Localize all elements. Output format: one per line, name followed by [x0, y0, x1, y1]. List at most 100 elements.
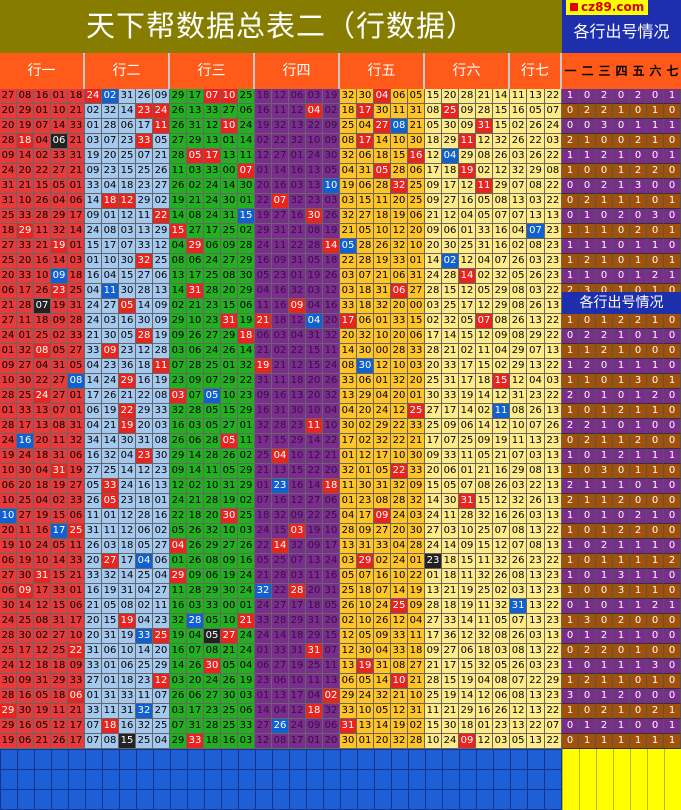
side-count-cell: 0	[630, 674, 647, 689]
number-cell: 12	[17, 659, 34, 674]
number-cell: 29	[238, 254, 255, 269]
number-cell: 26	[374, 614, 391, 629]
side-count-cell: 0	[579, 89, 596, 104]
number-cell: 08	[221, 269, 238, 284]
number-cell: 06	[238, 104, 255, 119]
number-cell: 16	[17, 719, 34, 734]
number-cell: 16	[289, 164, 306, 179]
side-count-cell: 0	[647, 434, 664, 449]
number-cell: 12	[391, 224, 408, 239]
side-count-cell: 1	[596, 554, 613, 569]
number-cell: 19	[374, 254, 391, 269]
number-cell: 06	[187, 254, 204, 269]
number-cell: 28	[204, 449, 221, 464]
number-cell: 11	[68, 539, 85, 554]
side-count-cell: 1	[596, 479, 613, 494]
number-cell: 08	[493, 314, 510, 329]
number-cell: 13	[544, 509, 562, 524]
number-cell: 21	[425, 209, 442, 224]
number-cell: 11	[476, 614, 493, 629]
site-logo[interactable]: cz89.com	[566, 0, 649, 15]
number-cell: 05	[306, 254, 323, 269]
number-cell: 10	[306, 134, 323, 149]
side-count-cell: 1	[630, 569, 647, 584]
side-count-cell: 1	[562, 149, 579, 164]
side-count-cell: 1	[630, 194, 647, 209]
number-cell: 28	[425, 599, 442, 614]
number-cell: 27	[85, 674, 102, 689]
number-cell: 24	[204, 209, 221, 224]
number-cell: 14	[119, 464, 136, 479]
number-cell: 26	[374, 239, 391, 254]
number-cell: 11	[340, 479, 357, 494]
number-cell: 25	[17, 614, 34, 629]
number-cell: 33	[391, 254, 408, 269]
number-cell: 17	[187, 269, 204, 284]
side-count-cell: 0	[562, 434, 579, 449]
side-count-cell: 1	[613, 704, 630, 719]
number-cell: 10	[425, 734, 442, 749]
number-cell: 30	[408, 134, 425, 149]
number-cell: 05	[119, 299, 136, 314]
number-cell: 20	[391, 194, 408, 209]
side-count-cell: 1	[562, 359, 579, 374]
number-cell: 30	[119, 254, 136, 269]
number-cell: 22	[391, 434, 408, 449]
number-cell: 05	[204, 389, 221, 404]
number-cell: 28	[391, 344, 408, 359]
number-cell: 06	[153, 554, 170, 569]
number-cell: 23	[544, 269, 562, 284]
number-cell: 21	[442, 584, 459, 599]
side-count-cell: 1	[562, 254, 579, 269]
number-cell: 17	[68, 719, 85, 734]
number-cell: 04	[85, 359, 102, 374]
number-cell: 17	[357, 104, 374, 119]
number-cell: 11	[51, 704, 68, 719]
number-cell: 14	[459, 269, 476, 284]
number-cell: 02	[238, 449, 255, 464]
number-cell: 26	[510, 659, 528, 674]
number-cell: 18	[459, 719, 476, 734]
number-cell: 07	[510, 179, 528, 194]
number-cell: 23	[493, 719, 510, 734]
number-cell: 10	[221, 524, 238, 539]
number-cell: 31	[51, 614, 68, 629]
number-cell: 29	[306, 629, 323, 644]
side-count-cell: 2	[596, 704, 613, 719]
number-cell: 09	[17, 674, 34, 689]
number-cell: 33	[68, 554, 85, 569]
number-cell: 14	[272, 164, 289, 179]
side-count-cell: 1	[630, 449, 647, 464]
number-cell: 33	[17, 269, 34, 284]
number-cell: 22	[119, 404, 136, 419]
number-cell: 32	[391, 239, 408, 254]
number-cell: 10	[221, 614, 238, 629]
side-count-cell: 1	[579, 149, 596, 164]
number-cell: 33	[391, 629, 408, 644]
number-cell: 27	[357, 209, 374, 224]
side-count-cell: 2	[596, 149, 613, 164]
number-cell: 36	[442, 629, 459, 644]
side-count-cell: 1	[579, 479, 596, 494]
side-count-cell: 0	[613, 239, 630, 254]
number-cell: 31	[374, 659, 391, 674]
side-count-cell: 2	[579, 359, 596, 374]
number-cell: 20	[425, 239, 442, 254]
side-count-cell: 1	[630, 239, 647, 254]
number-cell: 22	[544, 194, 562, 209]
number-cell: 01	[51, 89, 68, 104]
number-cell: 25	[221, 224, 238, 239]
number-cell: 17	[68, 209, 85, 224]
number-cell: 17	[255, 434, 272, 449]
number-cell: 16	[272, 179, 289, 194]
number-cell: 29	[170, 734, 187, 749]
side-count-cell: 0	[664, 404, 681, 419]
number-cell: 09	[51, 269, 68, 284]
number-cell: 00	[221, 164, 238, 179]
number-cell: 28	[187, 584, 204, 599]
number-cell: 24	[170, 494, 187, 509]
number-cell: 25	[68, 524, 85, 539]
number-cell: 14	[374, 674, 391, 689]
number-cell: 28	[136, 284, 153, 299]
side-count-cell: 1	[630, 389, 647, 404]
